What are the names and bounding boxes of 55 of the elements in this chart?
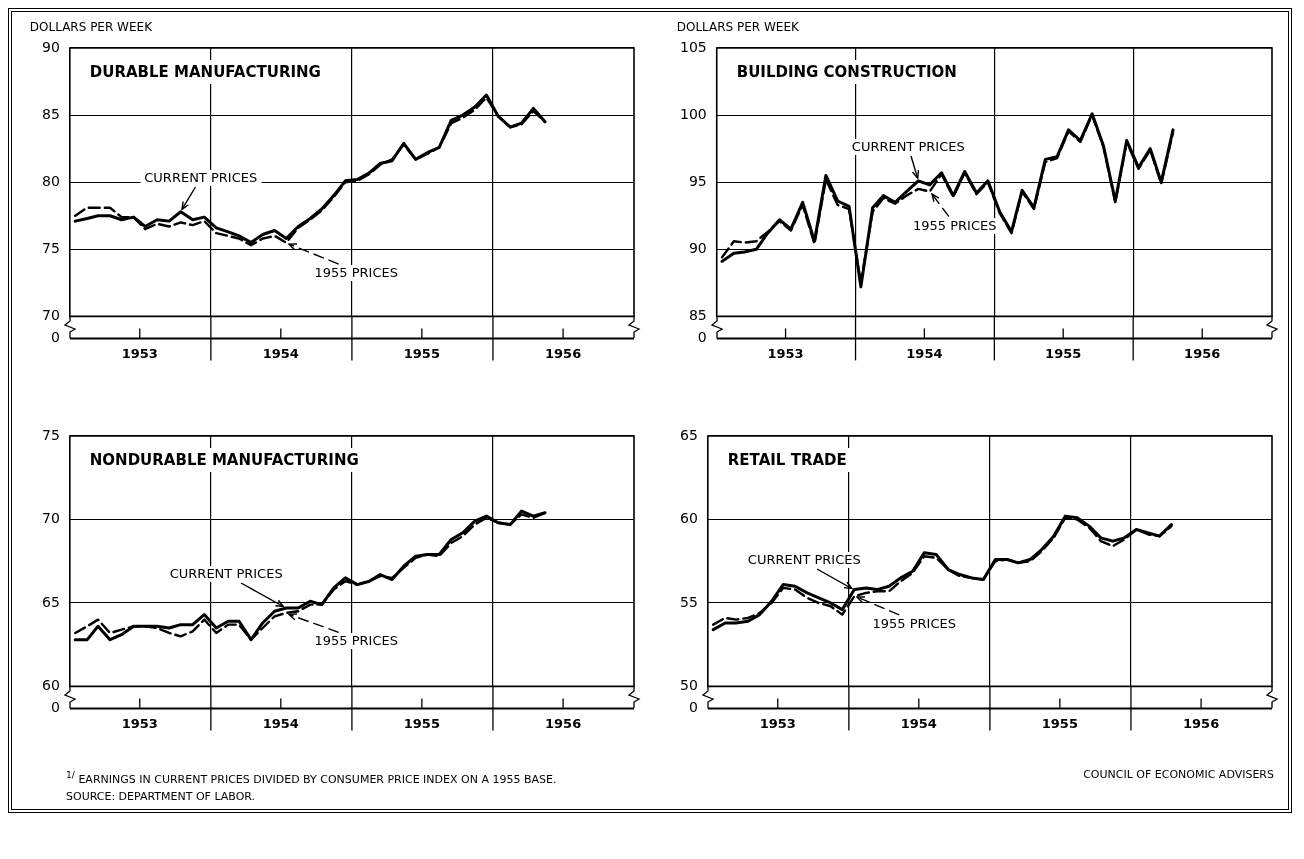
x-tick-label: 1956 xyxy=(1184,345,1221,361)
y-tick-label: 65 xyxy=(41,593,60,610)
y-tick-label: 70 xyxy=(41,510,60,527)
text: CURRENT PRICES xyxy=(165,565,287,582)
y-tick-label: 75 xyxy=(41,426,60,443)
x-tick-label: 1956 xyxy=(545,715,582,731)
y-tick-label: 70 xyxy=(41,307,60,324)
y-tick-label: 85 xyxy=(688,307,707,324)
y-axis-title: DOLLARS PER WEEK xyxy=(29,20,154,35)
y-tick-label: 60 xyxy=(41,677,60,694)
text: 0 xyxy=(50,329,60,346)
text: NONDURABLE MANUFACTURING xyxy=(89,451,359,470)
y-tick-label: 65 xyxy=(679,426,698,443)
y-tick-label: 90 xyxy=(688,239,707,256)
y-tick-label: 90 xyxy=(41,38,60,55)
series-label: CURRENT PRICES xyxy=(743,551,865,568)
x-tick-label: 1956 xyxy=(1183,715,1220,731)
y-tick-label: 60 xyxy=(679,510,698,527)
legend-label: 1955 PRICES xyxy=(310,264,402,281)
legend-label: 1955 PRICES xyxy=(868,616,960,633)
x-tick-label: 1953 xyxy=(759,715,796,731)
text: COUNCIL OF ECONOMIC ADVISERS xyxy=(1082,767,1274,783)
x-tick-label: 1955 xyxy=(403,345,440,361)
y-tick-label: 80 xyxy=(41,172,60,189)
y-tick-label: 50 xyxy=(679,677,698,694)
series-label: CURRENT PRICES xyxy=(847,138,969,155)
y-tick-label: 95 xyxy=(688,172,707,189)
x-tick-label: 1953 xyxy=(121,715,158,731)
x-tick-label: 1954 xyxy=(900,715,937,731)
x-tick-label: 1955 xyxy=(403,715,440,731)
text: 0 xyxy=(697,329,707,346)
y-tick-label: 75 xyxy=(41,239,60,256)
text: RETAIL TRADE xyxy=(727,451,847,470)
x-tick-label: 1955 xyxy=(1045,345,1082,361)
x-tick-label: 1956 xyxy=(545,345,582,361)
x-tick-label: 1954 xyxy=(906,345,943,361)
text: CURRENT PRICES xyxy=(140,169,262,186)
y-tick-label: 105 xyxy=(679,38,707,55)
y-tick-label: 85 xyxy=(41,105,60,122)
text: 0 xyxy=(688,699,698,716)
x-tick-label: 1954 xyxy=(262,715,299,731)
text: DURABLE MANUFACTURING xyxy=(89,63,321,82)
text: $^{1/}$ EARNINGS IN CURRENT PRICES DIVIDED BY CONSUMER PRICE INDEX ON A 1955 BASE. xyxy=(66,768,558,788)
x-tick-label: 1953 xyxy=(121,345,158,361)
source-note: SOURCE: DEPARTMENT OF LABOR. xyxy=(66,788,257,805)
legend-label: 1955 PRICES xyxy=(310,632,402,649)
y-tick-label: 55 xyxy=(679,593,698,610)
y-axis-title: DOLLARS PER WEEK xyxy=(676,20,801,35)
text: 0 xyxy=(50,699,60,716)
legend-label: 1955 PRICES xyxy=(908,217,1001,234)
y-tick-label: 100 xyxy=(679,105,707,122)
x-tick-label: 1953 xyxy=(767,345,804,361)
text: BUILDING CONSTRUCTION xyxy=(736,63,957,82)
x-tick-label: 1955 xyxy=(1041,715,1078,731)
x-tick-label: 1954 xyxy=(262,345,299,361)
